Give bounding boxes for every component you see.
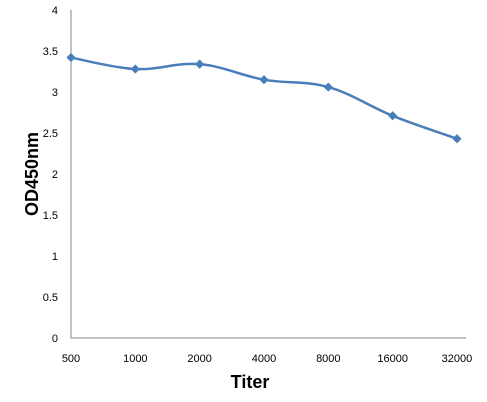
- data-point-marker: [130, 64, 140, 74]
- x-axis-title: Titer: [231, 372, 270, 392]
- series-line: [70, 56, 458, 140]
- x-tick-label: 500: [62, 353, 80, 365]
- data-point-marker: [259, 75, 269, 85]
- x-tick-labels: 500 1000 2000 4000 8000 16000 32000: [62, 353, 472, 365]
- y-tick-label: 0.5: [43, 292, 58, 304]
- x-tick-label: 8000: [316, 353, 340, 365]
- y-tick-label: 3.5: [43, 46, 58, 58]
- y-axis-title: OD450nm: [22, 132, 42, 216]
- data-point-marker: [323, 82, 333, 92]
- x-tick-label: 32000: [442, 353, 473, 365]
- y-tick-label: 1: [52, 251, 58, 263]
- y-tick-label: 1.5: [43, 210, 58, 222]
- y-tick-label: 4: [52, 5, 58, 17]
- y-tick-label: 2.5: [43, 128, 58, 140]
- data-point-marker: [195, 59, 205, 69]
- x-tick-label: 2000: [187, 353, 211, 365]
- axes: [70, 10, 466, 339]
- data-point-marker: [452, 134, 462, 144]
- data-point-marker: [66, 52, 76, 63]
- x-tick-label: 16000: [377, 353, 408, 365]
- y-tick-label: 0: [52, 333, 58, 345]
- series-group: [66, 52, 462, 144]
- y-tick-label: 2: [52, 169, 58, 181]
- y-tick-label: 3: [52, 87, 58, 99]
- y-tick-labels: 0 0.5 1 1.5 2 2.5 3 3.5 4: [43, 5, 58, 345]
- x-tick-label: 1000: [123, 353, 147, 365]
- data-point-marker: [388, 111, 398, 121]
- x-tick-label: 4000: [252, 353, 276, 365]
